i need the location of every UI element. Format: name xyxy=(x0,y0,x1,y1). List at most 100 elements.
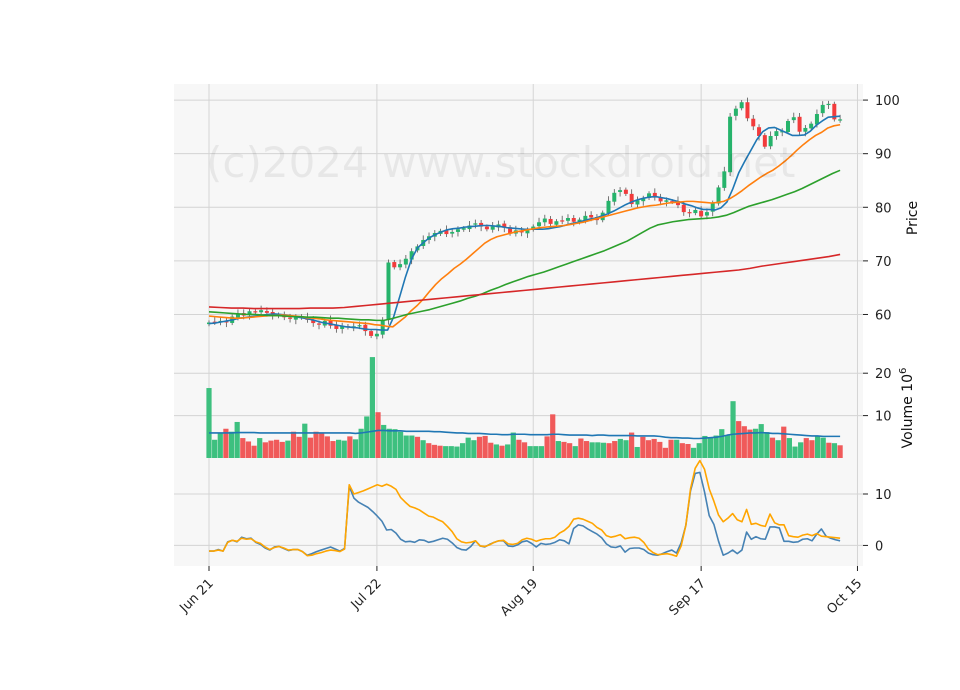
volume-bar xyxy=(212,439,218,458)
candle-body xyxy=(386,262,391,321)
volume-bar xyxy=(476,436,483,458)
volume-bar xyxy=(403,435,409,458)
candle-body xyxy=(484,226,489,230)
candle-body xyxy=(641,198,646,202)
volume-bar xyxy=(302,423,308,458)
volume-bar xyxy=(589,442,595,458)
volume-bar xyxy=(324,436,330,458)
volume-bar xyxy=(713,435,719,458)
volume-bar xyxy=(274,439,280,458)
candle-body xyxy=(398,264,403,268)
candle-body xyxy=(334,325,339,329)
volume-bar xyxy=(775,440,781,458)
oscillator-panel: 0 10 xyxy=(174,458,892,566)
candle-body xyxy=(629,193,634,205)
x-tick-label: Sep 17 xyxy=(666,576,709,619)
candle-body xyxy=(647,193,652,198)
candle-body xyxy=(560,220,565,222)
candle-body xyxy=(403,258,408,265)
price-axis-tick-label: 60 xyxy=(875,308,892,323)
volume-bar xyxy=(612,441,618,458)
candle-body xyxy=(762,135,767,147)
volume-bar xyxy=(426,443,432,458)
volume-bar xyxy=(617,438,623,458)
volume-bar xyxy=(645,440,652,458)
volume-bar xyxy=(820,437,826,458)
volume-bar xyxy=(696,443,702,458)
volume-bar xyxy=(336,439,342,458)
volume-bar xyxy=(358,428,364,458)
volume-bar xyxy=(285,440,291,458)
candle-body xyxy=(733,108,738,116)
candle-body xyxy=(409,251,414,260)
volume-bar xyxy=(600,442,607,458)
volume-bar xyxy=(488,442,494,458)
volume-bar xyxy=(409,435,415,458)
volume-bar xyxy=(459,443,466,458)
volume-bar xyxy=(747,429,753,458)
candle-body xyxy=(554,221,559,225)
price-panel-background xyxy=(174,84,863,352)
volume-bar xyxy=(792,446,798,458)
volume-bar xyxy=(634,446,640,458)
volume-bar xyxy=(685,444,691,458)
candle-body xyxy=(820,104,825,114)
volume-bar xyxy=(521,442,528,458)
price-ma-line-1 xyxy=(208,115,841,331)
candle-body xyxy=(716,187,721,204)
volume-bar xyxy=(629,432,635,458)
volume-bar xyxy=(392,429,398,458)
candle-body xyxy=(455,229,460,232)
candle-body xyxy=(623,189,628,194)
price-panel: 60 70 80 90 100 Price xyxy=(174,84,921,352)
candle-body xyxy=(311,319,316,324)
candle-body xyxy=(675,201,680,206)
volume-bar xyxy=(527,446,533,458)
candle-body xyxy=(791,117,796,121)
volume-bar xyxy=(234,421,240,458)
candle-body xyxy=(606,200,611,214)
volume-bar xyxy=(595,442,601,458)
candle-body xyxy=(288,317,293,319)
candle-body xyxy=(803,127,808,132)
volume-bar xyxy=(319,432,325,458)
candle-body xyxy=(450,231,455,234)
volume-bar xyxy=(307,437,314,458)
candle-body xyxy=(508,227,513,234)
volume-bar xyxy=(516,439,522,458)
volume-bar xyxy=(341,440,347,458)
candle-body xyxy=(444,230,449,235)
candle-body xyxy=(658,197,663,202)
oscillator-axis-tick-label: 0 xyxy=(875,539,883,554)
candle-body xyxy=(317,323,322,325)
volume-bar xyxy=(752,428,759,458)
volume-bar xyxy=(414,436,421,458)
candle-body xyxy=(780,131,785,133)
candle-body xyxy=(565,218,570,221)
volume-bar xyxy=(397,431,404,458)
candle-body xyxy=(235,313,240,318)
candle-body xyxy=(751,118,756,127)
volume-bar xyxy=(662,447,669,458)
price-axis-tick-label: 70 xyxy=(875,255,892,270)
candle-body xyxy=(247,311,252,316)
volume-bar xyxy=(369,357,376,458)
candle-body xyxy=(537,222,542,227)
candle-body xyxy=(571,218,576,222)
candle-body xyxy=(739,102,744,109)
candle-body xyxy=(745,102,750,119)
candle-body xyxy=(374,333,379,337)
volume-bar xyxy=(730,401,736,458)
candle-body xyxy=(687,212,692,214)
volume-bar xyxy=(798,442,804,458)
volume-bar xyxy=(347,436,353,458)
oscillator-axis-tick-label: 10 xyxy=(875,488,892,503)
volume-bar xyxy=(465,437,471,458)
volume-bar xyxy=(505,444,511,458)
candle-body xyxy=(710,203,715,212)
candle-body xyxy=(618,190,623,192)
volume-bar xyxy=(781,426,787,458)
volume-bar xyxy=(448,446,454,458)
oscillator-line-1 xyxy=(209,471,841,557)
